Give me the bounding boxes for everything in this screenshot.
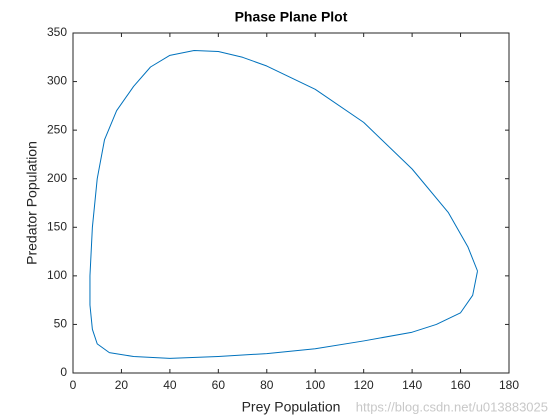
y-tick-label: 150 — [47, 219, 67, 233]
x-tick-label: 140 — [402, 378, 422, 392]
watermark: https://blog.csdn.net/u013883025 — [356, 399, 548, 414]
x-tick-label: 40 — [163, 378, 177, 392]
y-tick-label: 250 — [47, 122, 67, 136]
y-tick-label: 0 — [60, 365, 67, 379]
x-axis-label: Prey Population — [242, 399, 341, 415]
y-tick-label: 100 — [47, 268, 67, 282]
x-tick-label: 180 — [499, 378, 519, 392]
x-tick-label: 0 — [70, 378, 77, 392]
chart-title: Phase Plane Plot — [235, 9, 348, 25]
trajectory-line — [89, 49, 479, 359]
y-tick-label: 300 — [47, 74, 67, 88]
plot-area — [73, 33, 509, 373]
x-tick-label: 160 — [451, 378, 471, 392]
y-tick-label: 50 — [54, 317, 68, 331]
y-tick-label: 350 — [47, 25, 67, 39]
y-tick-label: 200 — [47, 171, 67, 185]
x-tick-label: 80 — [260, 378, 274, 392]
x-tick-label: 100 — [305, 378, 325, 392]
x-tick-label: 60 — [212, 378, 226, 392]
y-axis-label: Predator Population — [24, 141, 40, 265]
x-tick-label: 20 — [115, 378, 129, 392]
axes-box — [72, 32, 510, 374]
x-tick-label: 120 — [354, 378, 374, 392]
